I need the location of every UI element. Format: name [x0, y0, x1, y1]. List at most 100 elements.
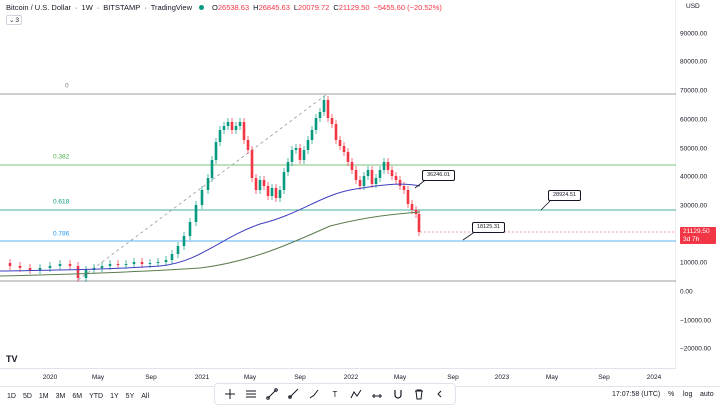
- time-axis[interactable]: 2020 May Sep 2021 May Sep 2022 May Sep 2023 May Sep…: [0, 368, 676, 386]
- candle-body: [48, 266, 52, 268]
- candle-body: [266, 186, 270, 196]
- candle-body: [226, 122, 230, 126]
- close-label: C: [333, 3, 339, 12]
- log-scale-toggle[interactable]: log: [683, 391, 693, 398]
- candle-body: [188, 222, 192, 236]
- measure-icon[interactable]: [370, 387, 384, 401]
- candle-body: [378, 170, 382, 178]
- price-callout-1[interactable]: 36246.01: [422, 170, 455, 181]
- interval-label[interactable]: 1W: [81, 3, 93, 12]
- current-price-badge: 21129.50 3d 7h: [680, 227, 716, 244]
- time-tick-label: 2022: [343, 374, 359, 381]
- price-tick-label: 90000.00: [680, 30, 708, 38]
- candle-body: [386, 162, 390, 170]
- price-tick-label: 50000.00: [680, 145, 708, 152]
- currency-label[interactable]: USD: [686, 3, 700, 10]
- price-tick-label: 80000.00: [680, 58, 708, 66]
- candle-body: [246, 140, 250, 150]
- utc-clock[interactable]: 17:07:58 (UTC): [612, 391, 661, 398]
- fib-level-0786-label: 0.786: [53, 230, 70, 238]
- candle-body: [218, 130, 222, 142]
- exchange-label: BITSTAMP: [103, 3, 141, 12]
- candle-body: [398, 180, 402, 186]
- candle-body: [302, 150, 306, 160]
- price-chart[interactable]: [0, 0, 676, 368]
- candle-body: [362, 176, 366, 186]
- range-1d-button[interactable]: 1D: [7, 392, 16, 400]
- price-callout-3[interactable]: 18125.31: [472, 222, 505, 233]
- candle-body: [290, 150, 294, 162]
- time-tick-label: Sep: [145, 374, 157, 381]
- ray-icon[interactable]: [286, 387, 300, 401]
- range-6m-button[interactable]: 6M: [72, 392, 83, 400]
- time-tick-label: 2024: [646, 374, 662, 381]
- text-icon[interactable]: T: [332, 389, 338, 399]
- auto-scale-toggle[interactable]: auto: [700, 391, 714, 398]
- range-1y-button[interactable]: 1Y: [110, 392, 119, 400]
- candle-body: [382, 162, 386, 170]
- fib-level-0382-label: 0.382: [53, 153, 70, 161]
- candle-body: [222, 126, 226, 130]
- price-tick-label: 0.00: [680, 288, 693, 296]
- percent-scale-toggle[interactable]: %: [668, 391, 675, 398]
- trend-line-icon[interactable]: [265, 387, 279, 401]
- range-all-button[interactable]: All: [141, 392, 150, 400]
- candle-body: [170, 254, 174, 260]
- range-3m-button[interactable]: 3M: [55, 392, 66, 400]
- magnet-icon[interactable]: [391, 387, 405, 401]
- open-value: 26538.63: [217, 3, 250, 12]
- moving-average-line: [0, 211, 421, 277]
- horizontal-lines-icon[interactable]: [244, 387, 258, 401]
- candle-body: [350, 162, 354, 170]
- indicator-count: 3: [15, 16, 20, 24]
- candle-body: [358, 180, 362, 186]
- candle-body: [234, 126, 238, 130]
- brush-icon[interactable]: [307, 387, 321, 401]
- indicators-toggle[interactable]: ⌄ 3: [6, 15, 22, 25]
- candle-body: [250, 150, 254, 178]
- candle-body: [330, 118, 334, 124]
- tradingview-logo[interactable]: TV: [6, 354, 18, 364]
- candle-body: [286, 162, 290, 172]
- candle-body: [402, 186, 406, 190]
- symbol-name[interactable]: Bitcoin / U.S. Dollar: [6, 3, 72, 12]
- candle-body: [124, 264, 128, 265]
- high-label: H: [253, 3, 259, 12]
- candle-body: [76, 266, 80, 278]
- candle-body: [84, 270, 88, 278]
- candle-body: [374, 178, 378, 184]
- candle-body: [156, 262, 160, 263]
- moving-average-line: [0, 183, 421, 272]
- range-1m-button[interactable]: 1M: [38, 392, 49, 400]
- candle-body: [254, 178, 258, 190]
- high-value: 26845.63: [258, 3, 290, 12]
- price-tick-label: 70000.00: [680, 87, 708, 95]
- time-tick-label: May: [393, 374, 407, 381]
- candle-body: [230, 122, 234, 130]
- candle-body: [394, 176, 398, 180]
- candle-body: [262, 180, 266, 186]
- range-ytd-button[interactable]: YTD: [89, 392, 104, 400]
- candle-body: [148, 263, 152, 264]
- candle-body: [310, 130, 314, 140]
- pattern-icon[interactable]: [349, 387, 363, 401]
- candle-body: [194, 205, 198, 222]
- candle-body: [366, 170, 370, 176]
- collapse-icon[interactable]: [433, 387, 447, 401]
- candle-body: [390, 170, 394, 176]
- candle-body: [68, 264, 72, 266]
- price-callout-2[interactable]: 28924.51: [548, 190, 581, 201]
- trash-icon[interactable]: [412, 387, 426, 401]
- candle-body: [346, 152, 350, 162]
- close-value: 21129.50: [338, 3, 370, 12]
- candle-body: [406, 190, 410, 204]
- price-tick-label: 60000.00: [680, 116, 708, 124]
- candle-body: [210, 160, 214, 178]
- price-tick-label: 30000.00: [680, 202, 708, 210]
- chevron-down-icon: ⌄: [8, 17, 15, 24]
- range-5d-button[interactable]: 5D: [22, 392, 32, 400]
- candle-body: [410, 204, 414, 210]
- range-5y-button[interactable]: 5Y: [125, 392, 135, 400]
- platform-label: TradingView: [150, 3, 193, 12]
- crosshair-icon[interactable]: [223, 387, 237, 401]
